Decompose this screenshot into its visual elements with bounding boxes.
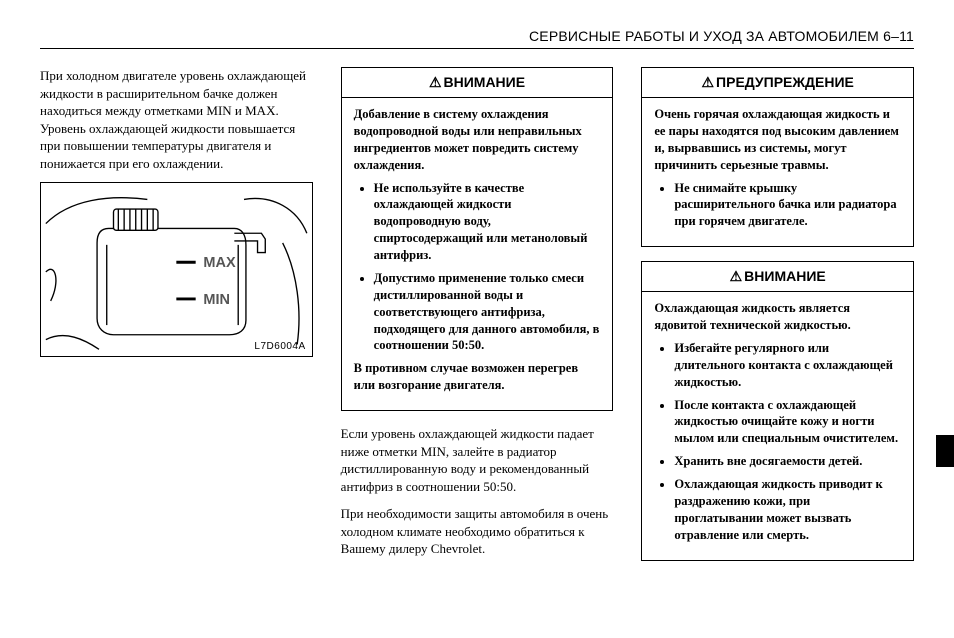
attention-1-title-text: ВНИМАНИЕ: [444, 74, 526, 90]
figure-code: L7D6004A: [254, 341, 305, 352]
manual-page: СЕРВИСНЫЕ РАБОТЫ И УХОД ЗА АВТОМОБИЛЕМ 6…: [0, 0, 954, 595]
list-item: Не снимайте крышку расширительного бачка…: [674, 180, 901, 231]
coolant-tank-figure: MAX MIN L7D6004A: [40, 182, 313, 357]
warning-box-title: ⚠ПРЕДУПРЕЖДЕНИЕ: [642, 68, 913, 98]
attention-2-title-text: ВНИМАНИЕ: [744, 268, 826, 284]
warning-icon: ⚠: [429, 74, 442, 90]
warning-list: Не снимайте крышку расширительного бачка…: [654, 180, 901, 231]
list-item: Не используйте в качестве охлаждающей жи…: [374, 180, 601, 264]
column-1: При холодном двигателе уровень охлаждающ…: [40, 67, 313, 575]
attention-box-1: ⚠ВНИМАНИЕ Добавление в систему охлаждени…: [341, 67, 614, 411]
min-label: MIN: [203, 292, 230, 308]
intro-paragraph: При холодном двигателе уровень охлаждающ…: [40, 67, 313, 172]
attention-1-tail: В противном случае возможен перегрев или…: [354, 360, 601, 394]
col2-paragraph-1: Если уровень охлаждающей жидкости падает…: [341, 425, 614, 495]
warning-icon: ⚠: [701, 74, 714, 90]
attention-1-list: Не используйте в качестве охлаждающей жи…: [354, 180, 601, 355]
coolant-tank-svg: MAX MIN: [41, 183, 312, 356]
list-item: После контакта с охлаждающей жидкостью о…: [674, 397, 901, 448]
page-edge-tab: [936, 435, 954, 467]
warning-title-text: ПРЕДУПРЕЖДЕНИЕ: [716, 74, 854, 90]
attention-box-2: ⚠ВНИМАНИЕ Охлаждающая жидкость является …: [641, 261, 914, 560]
attention-1-lead: Добавление в систему охлаждения водопров…: [354, 106, 601, 174]
attention-box-2-title: ⚠ВНИМАНИЕ: [642, 262, 913, 292]
attention-2-lead: Охлаждающая жидкость является ядовитой т…: [654, 300, 901, 334]
list-item: Хранить вне досягаемости детей.: [674, 453, 901, 470]
warning-icon: ⚠: [730, 268, 743, 284]
list-item: Охлаждающая жидкость приводит к раздраже…: [674, 476, 901, 544]
attention-2-list: Избегайте регулярного или длительного ко…: [654, 340, 901, 544]
max-label: MAX: [203, 255, 236, 271]
warning-box: ⚠ПРЕДУПРЕЖДЕНИЕ Очень горячая охлаждающа…: [641, 67, 914, 247]
col2-paragraph-2: При необходимости защиты автомобиля в оч…: [341, 505, 614, 558]
attention-box-1-title: ⚠ВНИМАНИЕ: [342, 68, 613, 98]
list-item: Допустимо применение только смеси дистил…: [374, 270, 601, 354]
column-3: ⚠ПРЕДУПРЕЖДЕНИЕ Очень горячая охлаждающа…: [641, 67, 914, 575]
warning-lead: Очень горячая охлаждающая жидкость и ее …: [654, 106, 901, 174]
list-item: Избегайте регулярного или длительного ко…: [674, 340, 901, 391]
page-header: СЕРВИСНЫЕ РАБОТЫ И УХОД ЗА АВТОМОБИЛЕМ 6…: [40, 28, 914, 44]
columns: При холодном двигателе уровень охлаждающ…: [40, 67, 914, 575]
header-rule-top: [40, 48, 914, 49]
column-2: ⚠ВНИМАНИЕ Добавление в систему охлаждени…: [341, 67, 614, 575]
